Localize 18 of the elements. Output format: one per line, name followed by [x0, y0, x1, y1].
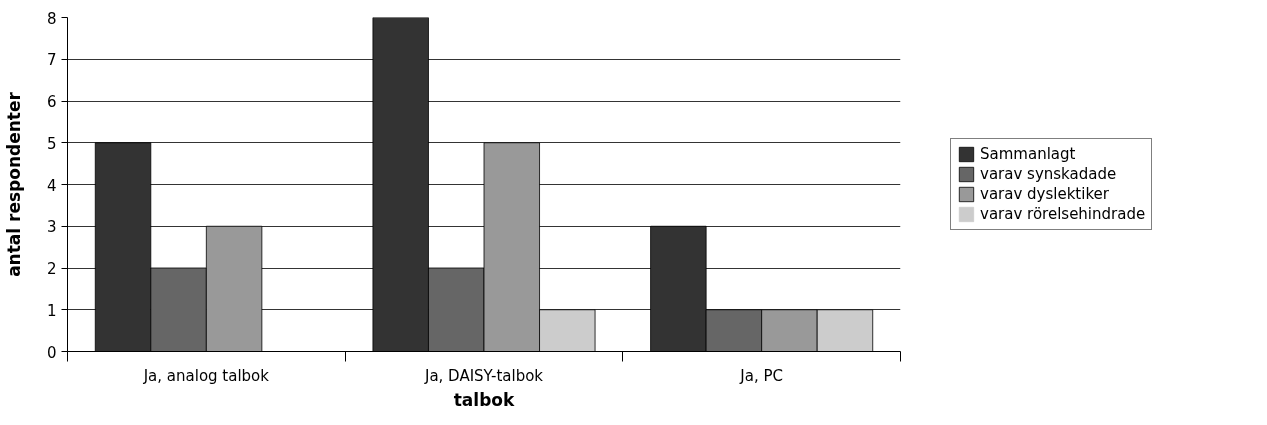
x-tick-label: Ja, analog talbok: [142, 366, 270, 385]
legend-label: varav dyslektiker: [980, 185, 1109, 203]
y-tick-label: 2: [46, 260, 57, 278]
y-tick-label: 8: [46, 9, 57, 28]
y-tick-label: 3: [46, 218, 57, 237]
y-tick-label: 1: [46, 301, 57, 320]
y-tick-label: 0: [46, 343, 57, 362]
x-tick-label: Ja, DAISY-talbok: [423, 366, 544, 385]
y-tick-label: 6: [46, 93, 57, 111]
x-axis-title: talbok: [453, 389, 515, 410]
legend-label: varav rörelsehindrade: [980, 205, 1146, 223]
x-tick-label: Ja, PC: [739, 366, 783, 385]
y-tick-label: 7: [46, 51, 57, 70]
legend-label: Sammanlagt: [980, 145, 1076, 163]
legend-label: varav synskadade: [980, 165, 1117, 183]
y-tick-label: 5: [46, 134, 57, 153]
y-axis-title: antal respondenter: [3, 91, 24, 277]
y-tick-label: 4: [46, 176, 57, 195]
